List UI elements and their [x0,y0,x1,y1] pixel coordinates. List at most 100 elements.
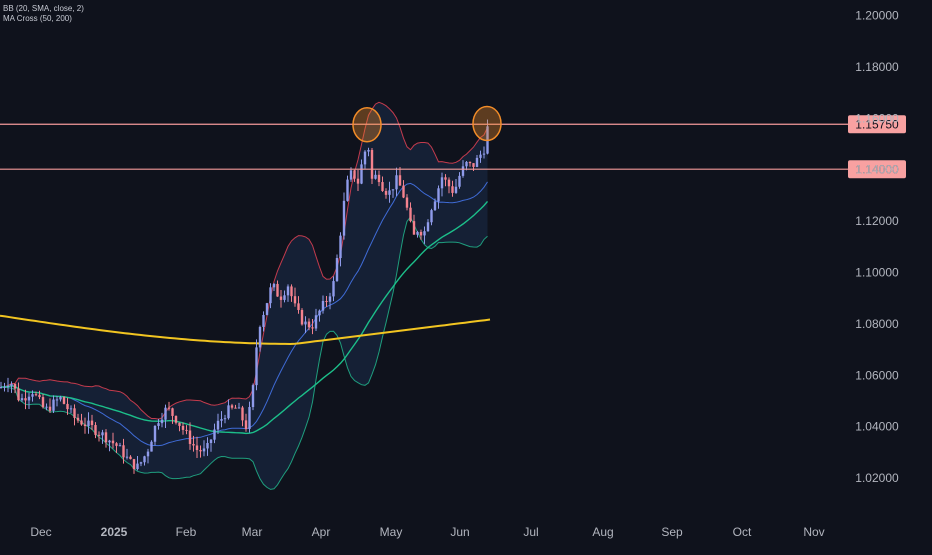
candle-body [234,407,237,409]
candle [45,403,48,411]
candle [195,436,199,458]
candle-body [465,161,468,167]
candle [262,311,265,332]
candle-body [34,394,38,396]
candle-body [185,429,188,431]
candle [202,440,206,457]
candle-body [283,295,286,300]
x-tick-label: Apr [312,525,331,539]
candle [251,383,255,411]
legend-ma-cross[interactable]: MA Cross (50, 200) [3,14,72,23]
candles [0,119,489,474]
candle-body [153,425,157,442]
y-tick-label: 1.02000 [855,471,899,485]
candle [479,150,482,163]
candle-body [55,399,59,401]
candle [220,411,223,428]
candle [164,404,167,429]
candle-body [76,417,80,421]
candle [297,296,300,314]
candle-body [286,286,290,296]
candle-body [248,407,251,429]
candle [290,284,293,302]
candle-body [339,235,342,259]
horizontal-levels: 1.15750 1.14000 [0,115,906,179]
candle [206,437,209,456]
candle-body [136,463,139,470]
x-tick-label: Nov [803,525,824,539]
candle-body [258,326,262,348]
candle-body [241,407,244,421]
candle [248,401,251,433]
candle [304,316,307,334]
highlight-circle [472,105,502,142]
candle [314,308,318,331]
candle-body [468,161,472,164]
candle [150,440,153,452]
candle-body [132,459,136,470]
candle [17,382,20,402]
candle [27,392,31,410]
candle-body [220,419,223,421]
bb-fill [1,102,488,490]
y-tick-label: 1.08000 [855,317,899,331]
candle-body [192,443,195,446]
candle [360,159,363,185]
candle [146,448,150,464]
candle [300,308,304,326]
candle [132,458,136,474]
y-tick-label: 1.20000 [855,9,899,23]
candle-body [433,201,437,211]
x-axis: Dec 2025 Feb Mar Apr May Jun Jul Aug Sep Oct Nov [30,525,824,539]
level-label-box [848,160,906,179]
candle-body [276,283,279,297]
candle [237,402,241,409]
candle [0,381,3,389]
candle-body [356,178,360,184]
candle-body [195,445,199,451]
candle-body [402,185,405,198]
x-tick-label: Jul [523,525,538,539]
candle [293,287,297,307]
candle [118,442,122,447]
level-label: 1.14000 [855,163,899,177]
candle [353,169,356,182]
candle-body [24,398,27,401]
candle [447,177,451,194]
candle-body [27,396,31,401]
candle [433,198,437,212]
candle [97,431,101,442]
candle [3,382,6,392]
candle [346,175,349,202]
candle [136,456,139,471]
candle-body [269,287,272,304]
candle [444,174,447,187]
candle-body [398,175,402,186]
candle-body [244,420,248,429]
candle-body [332,281,335,297]
candle-body [227,405,230,419]
candle-body [325,300,328,302]
highlight-circle [352,106,382,143]
candle-body [83,424,87,426]
candle-body [416,231,419,235]
candle-body [342,200,346,236]
y-tick-label: 1.18000 [855,60,899,74]
candle [454,178,458,194]
candle-body [314,315,318,329]
level-label: 1.15750 [855,118,899,132]
candle-body [395,175,398,190]
candle-body [279,296,283,300]
candle-body [223,418,227,420]
candle [339,232,342,267]
highlight-circles [352,105,502,143]
candle [125,448,129,460]
legend-bb[interactable]: BB (20, SMA, close, 2) [3,4,84,13]
candle-body [80,420,83,425]
ma50-line [0,200,489,435]
candle [129,455,132,460]
candle-body [458,175,461,187]
candle [377,170,381,187]
